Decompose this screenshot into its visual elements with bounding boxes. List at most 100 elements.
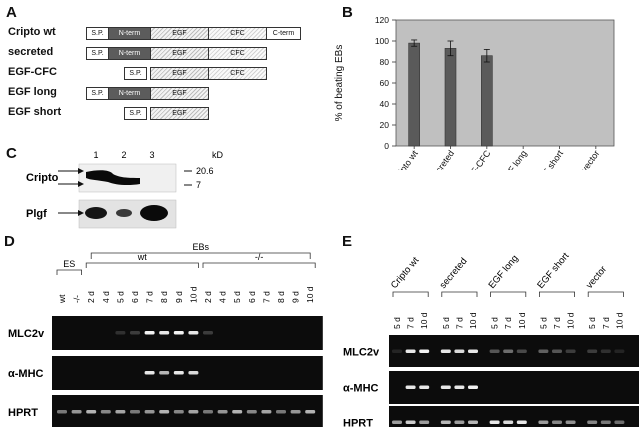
- gel-band: [600, 420, 611, 424]
- gel-band: [188, 331, 199, 335]
- construct-name: EGF short: [8, 106, 62, 118]
- plgf-band: [85, 207, 107, 219]
- lane-label: 5 d: [392, 317, 402, 329]
- bar-cripto-wt: [408, 42, 420, 147]
- plgf-row-label: Plgf: [26, 208, 47, 220]
- x-tick-label: EGF-CFC: [461, 148, 492, 170]
- construct-name: EGF long: [8, 86, 57, 98]
- gene-label: α-MHC: [343, 383, 379, 395]
- gel-band: [203, 410, 213, 414]
- lane-label: 7 d: [503, 317, 513, 329]
- gel-band: [405, 385, 416, 389]
- lane-number: 2: [121, 150, 126, 160]
- gel-band: [276, 410, 286, 414]
- gel-band: [405, 349, 416, 353]
- ko-bracket: [202, 262, 316, 268]
- gel-band: [468, 420, 478, 424]
- gene-label: α-MHC: [8, 368, 44, 380]
- group-label-cripto-wt: Cripto wt: [389, 255, 422, 291]
- domain-s-p: S.P.: [86, 87, 109, 100]
- lane-label: 10 d: [468, 312, 478, 329]
- gel-band: [489, 420, 500, 424]
- lane-label: wt: [57, 294, 67, 304]
- group-label-egf-long: EGF long: [486, 253, 520, 291]
- marker-label: 20.6: [196, 166, 214, 176]
- lane-label: 5 d: [115, 291, 125, 303]
- gel-band: [468, 385, 478, 389]
- lane-label: 10 d: [517, 312, 527, 329]
- arrow-head-icon: [78, 210, 84, 216]
- lane-label: 9 d: [174, 291, 184, 303]
- gel-band: [261, 410, 272, 414]
- gel-strip-mhc: [389, 371, 639, 404]
- gel-band: [440, 385, 451, 389]
- gel-strip-hprt: [52, 395, 323, 427]
- x-tick-label: EGF long: [499, 148, 529, 170]
- gel-band: [565, 420, 576, 424]
- group-bracket: [490, 291, 527, 297]
- gel-band: [538, 420, 549, 424]
- gel-band: [516, 349, 527, 353]
- lane-label: 4 d: [101, 291, 111, 303]
- arrow-head-icon: [78, 168, 84, 174]
- bar-egf-cfc: [481, 55, 493, 147]
- wt-bracket: [85, 262, 199, 268]
- ebs-bracket: [90, 252, 311, 259]
- wt-label: wt: [137, 252, 147, 262]
- gel-band: [405, 420, 416, 424]
- ebs-label: EBs: [192, 243, 209, 252]
- ko-label: -/-: [255, 252, 264, 262]
- gel-band: [115, 331, 126, 335]
- gel-band: [552, 420, 562, 424]
- construct-name: Cripto wt: [8, 26, 56, 38]
- lane-label: 5 d: [441, 317, 451, 329]
- y-tick-label: 80: [380, 57, 390, 67]
- gel-band: [57, 410, 67, 414]
- gel-band: [246, 410, 257, 414]
- group-bracket: [392, 291, 429, 297]
- gel-band: [503, 420, 514, 424]
- gel-band: [600, 349, 611, 353]
- gel-band: [173, 331, 184, 335]
- gel-band: [144, 331, 155, 335]
- gel-band: [305, 410, 316, 414]
- y-tick-label: 0: [384, 141, 389, 151]
- construct-name: secreted: [8, 46, 54, 58]
- panel-label-c: C: [6, 145, 17, 162]
- y-tick-label: 40: [380, 99, 390, 109]
- y-axis-label: % of beating EBs: [334, 45, 345, 122]
- arrow-head-icon: [78, 181, 84, 187]
- gene-label: HPRT: [8, 407, 38, 419]
- y-tick-label: 100: [375, 36, 389, 46]
- gel-band: [188, 410, 199, 414]
- beating-eb-bar-chart: 0 20 40 60 80 100 120 % of beating EBs Cripto wt…: [334, 15, 615, 170]
- cripto-row-label: Cripto: [26, 172, 59, 184]
- domain-n-term: N-term: [108, 87, 151, 100]
- gel-band: [115, 410, 126, 414]
- gel-band: [468, 349, 478, 353]
- x-tick-label: vector: [579, 148, 601, 170]
- lane-label: 2 d: [203, 291, 213, 303]
- domain-egf: EGF: [150, 67, 209, 80]
- lane-number: 3: [149, 150, 154, 160]
- domain-egf: EGF: [150, 27, 209, 40]
- y-tick-label: 20: [380, 120, 390, 130]
- gel-band: [454, 349, 465, 353]
- gel-band: [419, 385, 430, 389]
- lane-label: 8 d: [276, 291, 286, 303]
- gel-band: [86, 410, 97, 414]
- group-label-egf-short: EGF short: [535, 250, 571, 291]
- gel-band: [130, 410, 140, 414]
- gel-band: [217, 410, 228, 414]
- gel-band: [587, 420, 598, 424]
- panel-label-d: D: [4, 233, 15, 250]
- gel-band: [614, 349, 625, 353]
- lane-label: 10 d: [566, 312, 576, 329]
- gel-band: [188, 371, 199, 375]
- gel-band: [290, 410, 301, 414]
- lane-label: 7 d: [261, 291, 271, 303]
- lane-label: 8 d: [159, 291, 169, 303]
- panel-label-b: B: [342, 4, 353, 21]
- lane-label: 7 d: [552, 317, 562, 329]
